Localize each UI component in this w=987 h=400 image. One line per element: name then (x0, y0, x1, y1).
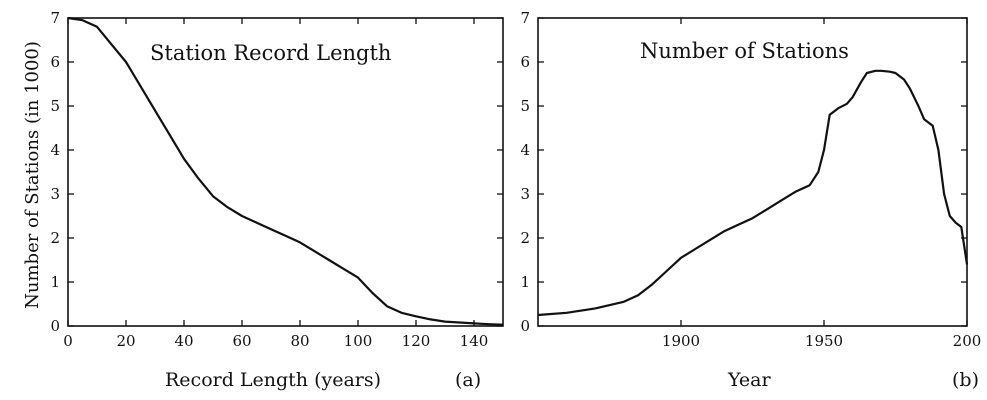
panel-a-y-tick-label: 3 (50, 185, 60, 203)
panel-b-panel-label: (b) (952, 369, 979, 391)
panel-b-x-axis-label: Year (727, 369, 771, 391)
panel-b-y-tick-label: 3 (520, 185, 530, 203)
panel-a-x-tick-label: 80 (290, 332, 309, 350)
panel-a-y-tick-label: 2 (50, 229, 60, 247)
panel-a-plot-frame (67, 17, 504, 327)
panel-b-title: Number of Stations (640, 39, 849, 63)
panel-b-x-tick-label: 1950 (805, 332, 843, 350)
panel-a-y-tick-label: 4 (50, 141, 60, 159)
panel-b-y-tick-label: 0 (520, 317, 530, 335)
panel-a-x-tick-label: 140 (460, 332, 489, 350)
panel-a-x-axis-label: Record Length (years) (165, 369, 381, 391)
panel-a-y-tick-label: 5 (50, 97, 60, 115)
panel-a-x-tick-label: 100 (344, 332, 373, 350)
panel-a-y-tick-label: 0 (50, 317, 60, 335)
panel-b-y-tick-label: 6 (520, 53, 530, 71)
panel-b-y-tick-label: 5 (520, 97, 530, 115)
panel-a-x-tick-label: 60 (232, 332, 251, 350)
panel-a-title: Station Record Length (150, 41, 391, 65)
panel-a-x-tick-label: 0 (63, 332, 73, 350)
panel-a-y-tick-label: 7 (50, 9, 60, 27)
panel-b-y-tick-label: 7 (520, 9, 530, 27)
panel-b-series-line (537, 69, 969, 317)
panel-a-x-tick-label: 40 (174, 332, 193, 350)
panel-a-x-tick-label: 20 (116, 332, 135, 350)
panel-b-y-tick-label: 1 (520, 273, 530, 291)
panel-b-y-tick-label: 2 (520, 229, 530, 247)
panel-a-record-length: Number of Stations (in 1000) Station Rec… (22, 9, 504, 391)
panel-a-y-axis-label: Number of Stations (in 1000) (22, 41, 43, 309)
panel-b-y-tick-label: 4 (520, 141, 530, 159)
panel-a-series-line (67, 16, 504, 326)
panel-a-x-tick-label: 120 (402, 332, 431, 350)
panel-b-number-of-stations: Number of Stations Year (b) 0 1 2 3 4 5 6 7 1900… (520, 9, 981, 391)
panel-a-y-tick-label: 1 (50, 273, 60, 291)
panel-b-x-tick-label: 1900 (662, 332, 700, 350)
panel-a-y-tick-label: 6 (50, 53, 60, 71)
panel-b-x-tick-label: 200 (953, 332, 982, 350)
panel-a-panel-label: (a) (455, 369, 481, 391)
panel-b-plot-frame (537, 17, 968, 327)
